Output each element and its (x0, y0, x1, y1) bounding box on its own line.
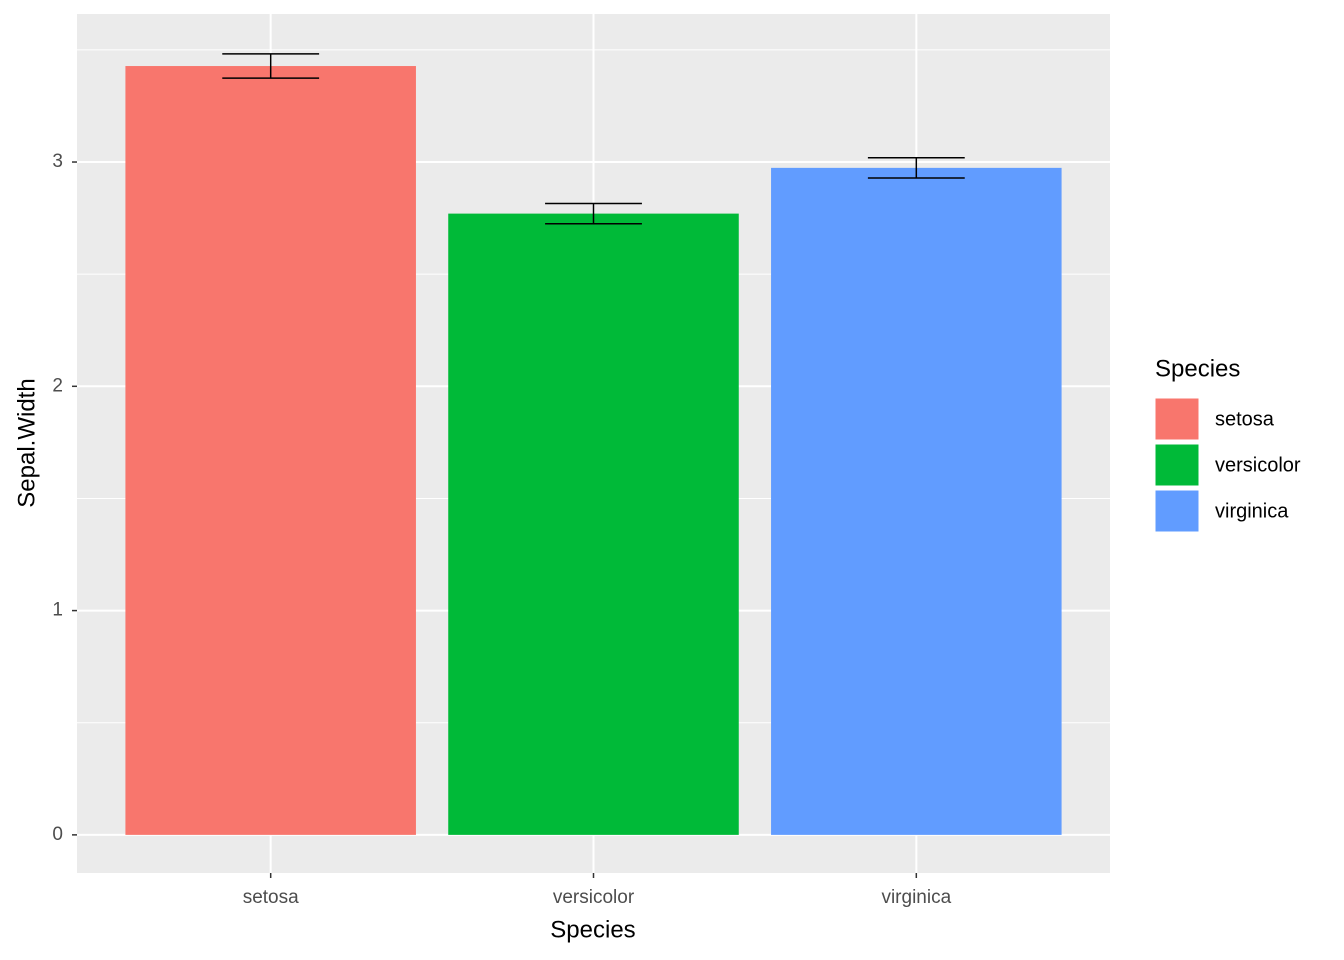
y-tick-label: 2 (52, 375, 63, 396)
y-tick-label: 1 (52, 600, 63, 621)
x-axis-title: Species (550, 916, 635, 943)
legend-key (1154, 443, 1200, 487)
legend-title: Species (1155, 355, 1240, 382)
y-tick-label: 0 (52, 824, 63, 845)
x-tick-label: versicolor (553, 887, 635, 908)
bar (125, 66, 416, 835)
legend-label: virginica (1215, 500, 1289, 522)
x-tick-label: virginica (881, 887, 951, 908)
y-axis-title: Sepal.Width (13, 378, 40, 507)
legend-key (1154, 489, 1200, 533)
x-tick-label: setosa (243, 887, 299, 908)
bar (771, 167, 1062, 835)
bar (448, 213, 739, 835)
y-tick-label: 3 (52, 151, 63, 172)
legend-label: versicolor (1215, 454, 1301, 476)
legend-label: setosa (1215, 408, 1275, 430)
legend-key (1154, 397, 1200, 441)
